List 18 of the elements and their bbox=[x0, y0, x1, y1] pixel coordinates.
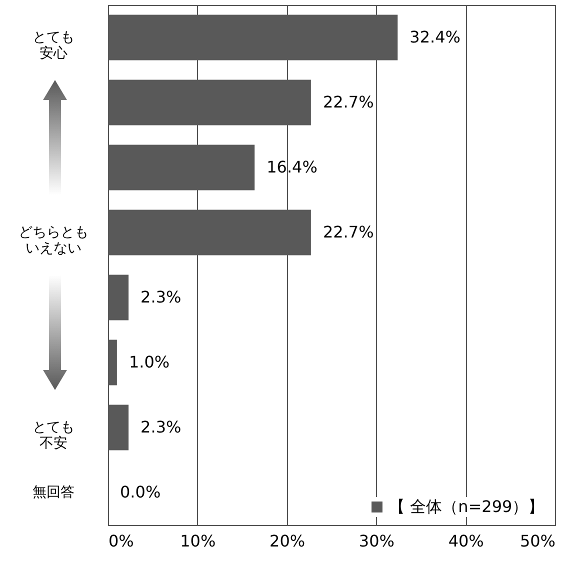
x-tick-label: 20% bbox=[270, 532, 306, 550]
x-tick-label: 30% bbox=[358, 532, 394, 550]
x-tick-label: 0% bbox=[108, 532, 134, 550]
legend-label: 【 全体（n=299）】 bbox=[389, 497, 544, 516]
data-label: 2.3% bbox=[140, 288, 182, 306]
x-tick-label: 50% bbox=[520, 532, 556, 550]
data-label: 1.0% bbox=[128, 352, 170, 372]
data-label: 32.4% bbox=[410, 28, 460, 46]
data-label: 22.7% bbox=[322, 222, 374, 242]
data-label: 22.7% bbox=[322, 92, 374, 112]
x-tick-label: 40% bbox=[448, 532, 484, 550]
data-label: 0.0% bbox=[120, 482, 161, 502]
y-tick-label: どちらともいえない bbox=[18, 224, 88, 256]
data-label: 2.3% bbox=[140, 418, 182, 436]
x-tick-label: 10% bbox=[180, 532, 216, 550]
y-tick-label: とても不安 bbox=[32, 420, 74, 452]
y-tick-label: とても安心 bbox=[32, 30, 74, 62]
y-tick-label: 無回答 bbox=[32, 484, 74, 500]
